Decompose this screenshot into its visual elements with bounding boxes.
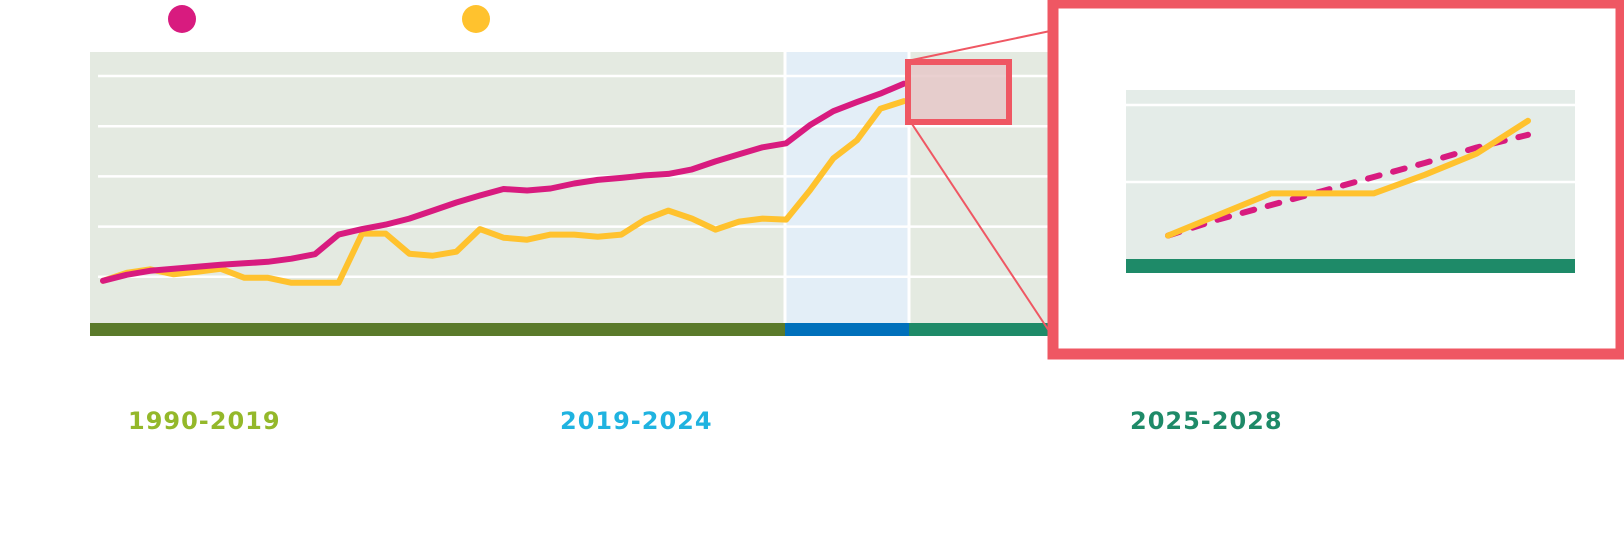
period-background-1 [90,52,785,323]
period-band-2 [785,323,909,336]
period-label-1: 1990-2019 [128,407,281,435]
inset-series-line-2 [1165,117,1531,239]
inset-plot-area [1047,0,1624,360]
inset-background [1126,90,1575,260]
period-band-3 [909,323,1063,336]
inset-band [1126,259,1575,273]
zoom-connector-bottom [911,123,1056,341]
period-label-2: 2019-2024 [560,407,713,435]
main-plot-area [90,29,1063,341]
series-line-2 [100,98,907,286]
zoom-box [905,59,1012,125]
inset-series-line-1 [1165,131,1531,239]
legend-marker-series-2 [462,5,490,33]
period-band-1 [90,323,785,336]
legend-marker-series-1 [168,5,196,33]
period-label-3: 2025-2028 [1130,407,1283,435]
period-background-2 [785,52,909,323]
series-line-1 [100,80,907,284]
zoom-connector-top [911,29,1056,61]
